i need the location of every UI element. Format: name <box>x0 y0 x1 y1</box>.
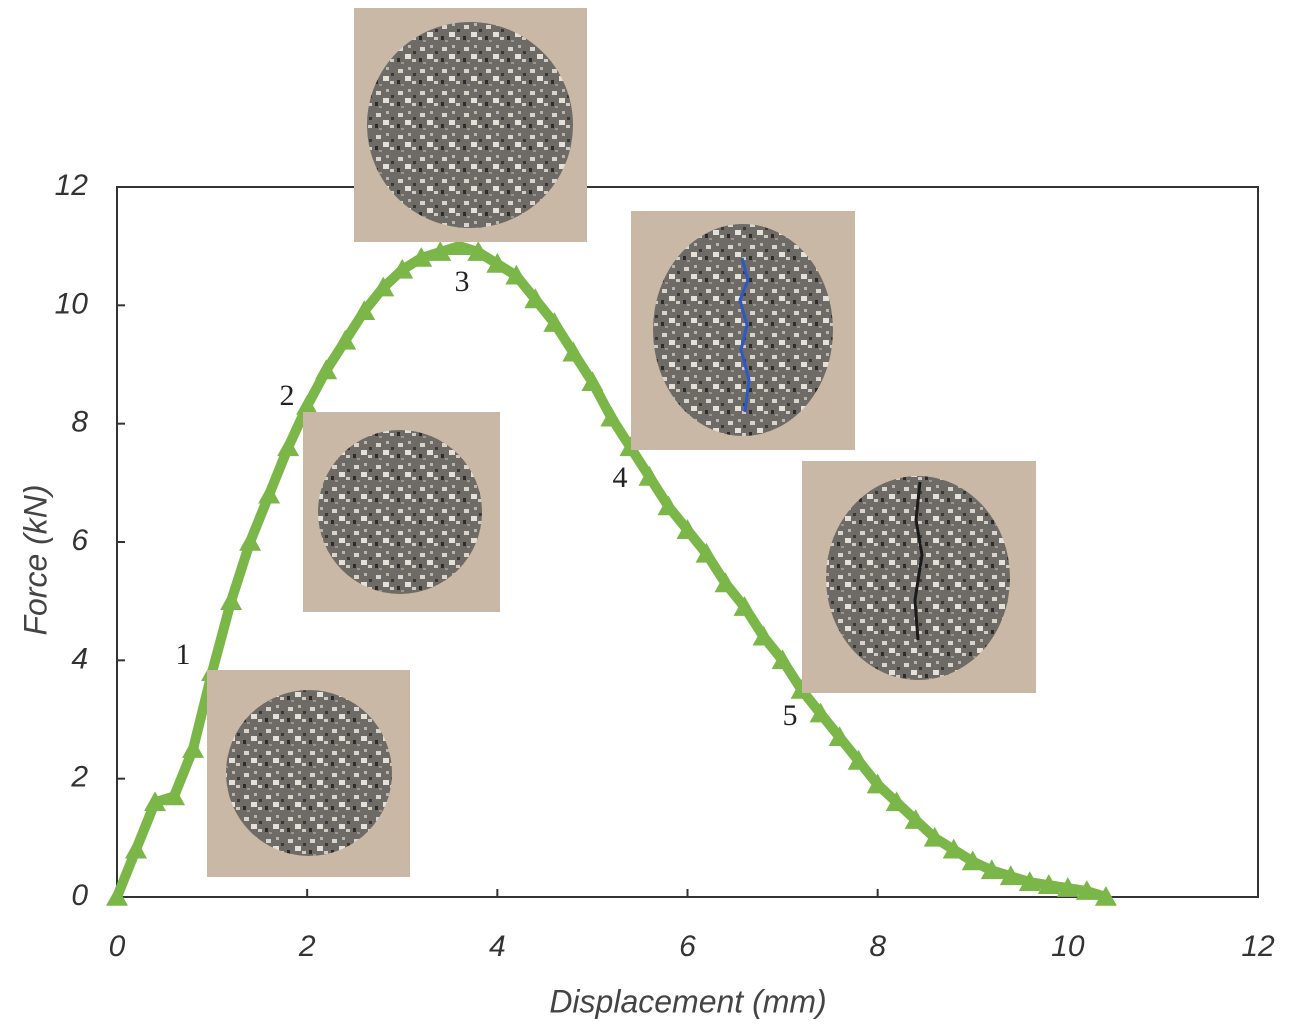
specimen-photo <box>802 461 1036 693</box>
data-point <box>106 886 128 906</box>
data-point <box>144 791 167 812</box>
y-tick-label: 12 <box>55 169 89 202</box>
y-tick-label: 4 <box>71 642 88 675</box>
x-tick-label: 8 <box>869 930 886 963</box>
y-axis-title: Force (kN) <box>17 484 53 635</box>
data-point <box>315 359 338 380</box>
data-point <box>657 495 680 516</box>
data-point <box>619 436 642 457</box>
data-point <box>714 572 737 593</box>
annotation: 2 <box>280 379 295 412</box>
y-tick-label: 6 <box>71 524 88 557</box>
data-point <box>562 341 585 362</box>
y-tick-label: 0 <box>71 879 88 912</box>
specimen-photo <box>303 412 500 612</box>
data-point <box>258 483 281 504</box>
data-point <box>600 406 623 427</box>
x-tick-label: 6 <box>679 930 696 963</box>
annotation: 4 <box>613 461 628 494</box>
data-point <box>524 288 547 309</box>
data-point <box>296 394 319 415</box>
data-point <box>961 850 984 871</box>
annotation: 5 <box>783 699 798 732</box>
y-tick-label: 2 <box>70 761 88 794</box>
x-tick-label: 0 <box>109 930 126 963</box>
data-point <box>999 865 1022 886</box>
data-point <box>942 838 965 859</box>
x-tick-label: 10 <box>1051 930 1085 963</box>
data-point <box>429 241 452 261</box>
data-point <box>733 596 756 616</box>
y-tick-label: 8 <box>71 406 88 439</box>
data-point <box>277 436 300 457</box>
data-point <box>448 235 471 255</box>
curve <box>106 235 1117 906</box>
data-point <box>543 312 566 332</box>
y-tick-label: 10 <box>55 287 89 320</box>
data-point <box>1075 880 1098 900</box>
data-point <box>220 590 243 610</box>
data-point <box>1037 874 1060 894</box>
data-point <box>923 826 946 847</box>
data-point <box>239 531 262 551</box>
data-point <box>790 678 813 699</box>
data-point <box>163 785 186 806</box>
data-point <box>638 465 661 486</box>
data-point <box>771 649 794 670</box>
x-tick-label: 2 <box>298 930 316 963</box>
data-point <box>752 625 775 646</box>
x-tick-label: 4 <box>489 930 506 963</box>
data-point <box>505 264 528 285</box>
data-point <box>809 702 832 723</box>
data-point <box>410 247 433 267</box>
specimen-photo <box>207 670 410 877</box>
data-point <box>125 838 148 859</box>
annotation: 3 <box>455 265 470 298</box>
specimen-photo <box>631 211 855 450</box>
data-point <box>847 749 870 770</box>
specimen-photo <box>354 8 587 242</box>
data-point <box>353 300 376 321</box>
data-point <box>695 542 718 563</box>
data-point <box>1094 886 1117 906</box>
data-point <box>486 252 509 273</box>
annotation: 1 <box>176 638 191 671</box>
data-point <box>391 258 414 279</box>
data-point <box>885 791 908 812</box>
data-point <box>676 519 699 539</box>
data-point <box>1018 871 1041 892</box>
data-point <box>828 726 851 747</box>
data-point <box>866 773 889 794</box>
data-point <box>372 276 395 297</box>
data-point <box>581 371 604 392</box>
x-axis-title: Displacement (mm) <box>549 983 826 1019</box>
data-point <box>980 859 1003 880</box>
data-point <box>182 738 205 758</box>
data-point <box>904 809 927 829</box>
data-point <box>1056 877 1079 897</box>
photos <box>207 8 1036 877</box>
data-point <box>334 329 357 350</box>
data-point <box>467 241 490 261</box>
x-tick-label: 12 <box>1241 930 1275 963</box>
